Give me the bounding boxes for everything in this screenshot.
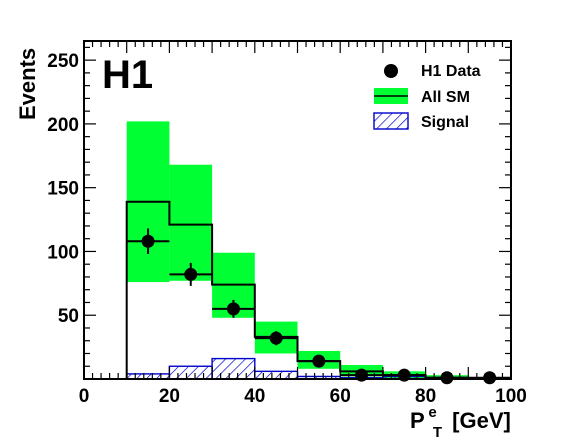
legend-data-marker (384, 64, 398, 78)
x-axis-title-subscript: T (433, 424, 442, 441)
x-tick-label-0: 0 (79, 386, 90, 407)
x-axis-title-superscript: e (428, 404, 436, 421)
x-tick-label-60: 60 (330, 386, 351, 407)
y-tick-label-150: 150 (47, 179, 79, 200)
legend-sm-label: All SM (421, 89, 470, 106)
signal-bin-3 (254, 370, 299, 380)
x-axis-title: P e T [GeV] (410, 397, 511, 442)
data-point-1 (184, 267, 198, 281)
x-tick-label-100: 100 (495, 386, 527, 407)
sm-band-bin-1 (169, 164, 213, 281)
data-point-0 (141, 234, 155, 248)
legend-data-label: H1 Data (421, 63, 481, 80)
signal-bin-2 (211, 357, 256, 380)
y-tick-label-200: 200 (47, 115, 79, 136)
data-points-layer (126, 228, 511, 385)
x-tick-label-80: 80 (415, 386, 436, 407)
data-point-3 (269, 331, 283, 345)
sm-uncertainty-band-layer (126, 121, 511, 379)
y-tick-label-250: 250 (47, 51, 79, 72)
plot-frame-layer (83, 40, 512, 380)
signal-bin-1 (168, 365, 213, 380)
y-tick-label-100: 100 (47, 242, 79, 263)
x-axis-title-main: P (410, 408, 424, 433)
legend-signal-label: Signal (421, 114, 469, 131)
tick-labels-layer: 0 20 40 60 80 100 50 100 150 200 250 (47, 51, 527, 407)
legend-signal-swatch (373, 112, 409, 130)
x-tick-label-40: 40 (244, 386, 265, 407)
x-tick-label-20: 20 (159, 386, 180, 407)
data-point-4 (312, 354, 326, 368)
data-point-7 (440, 371, 454, 385)
data-point-8 (483, 371, 497, 385)
data-point-2 (226, 302, 240, 316)
x-axis-title-unit: [GeV] (452, 408, 511, 433)
legend: H1 Data All SM Signal (373, 63, 481, 131)
h1-logo: H1 (102, 53, 153, 97)
y-axis-title: Events (15, 48, 40, 120)
y-tick-label-50: 50 (58, 306, 79, 327)
